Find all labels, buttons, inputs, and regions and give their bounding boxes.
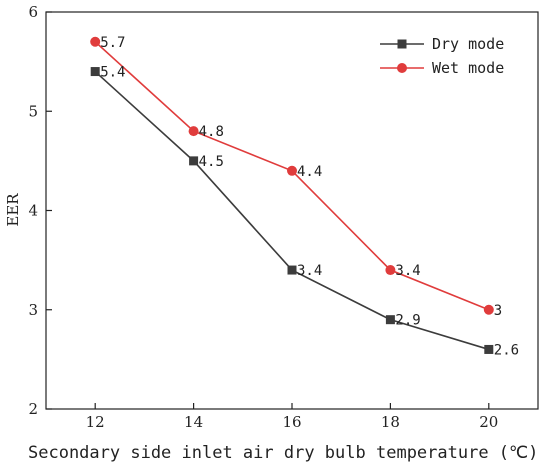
x-tick-label: 12 <box>86 413 105 431</box>
data-label-wet-mode: 3 <box>494 303 502 319</box>
data-label-dry-mode: 2.6 <box>494 342 519 358</box>
y-tick-label: 3 <box>28 301 38 319</box>
marker-dry-mode <box>189 156 199 166</box>
axis-ticks: 12 14 16 18 20 2 3 4 5 6 <box>28 3 498 431</box>
marker-wet-mode <box>287 165 297 176</box>
data-label-dry-mode: 3.4 <box>297 263 322 279</box>
marker-wet-mode <box>483 304 494 315</box>
marker-wet-mode <box>90 36 101 47</box>
marker-wet-mode <box>188 126 199 137</box>
data-label-wet-mode: 5.7 <box>100 35 125 51</box>
data-label-wet-mode: 4.8 <box>199 124 224 140</box>
data-label-dry-mode: 2.9 <box>395 313 420 329</box>
data-label-dry-mode: 4.5 <box>199 154 224 170</box>
legend: Dry mode Wet mode <box>380 35 504 77</box>
legend-label-wet-mode: Wet mode <box>432 59 504 77</box>
legend-marker-wet-mode <box>397 63 407 73</box>
marker-dry-mode <box>385 315 395 325</box>
y-tick-label: 2 <box>28 400 38 418</box>
data-label-wet-mode: 4.4 <box>297 164 322 180</box>
y-axis-title: EER <box>4 193 22 227</box>
x-tick-label: 20 <box>479 413 498 431</box>
marker-dry-mode <box>287 265 297 275</box>
series-lines <box>94 41 490 351</box>
marker-dry-mode <box>484 344 494 354</box>
y-tick-label: 4 <box>28 202 38 220</box>
legend-label-dry-mode: Dry mode <box>432 35 504 53</box>
data-labels: 5.4 4.5 3.4 2.9 2.6 5.7 4.8 4.4 3.4 3 <box>100 35 519 359</box>
x-axis-title: Secondary side inlet air dry bulb temper… <box>28 443 538 463</box>
x-tick-label: 16 <box>282 413 301 431</box>
x-tick-label: 14 <box>184 413 203 431</box>
x-tick-label: 18 <box>381 413 400 431</box>
data-label-dry-mode: 5.4 <box>100 65 125 81</box>
data-label-wet-mode: 3.4 <box>395 263 420 279</box>
legend-marker-dry-mode <box>397 39 407 49</box>
marker-dry-mode <box>90 67 100 77</box>
series-line-dry-mode <box>94 70 490 351</box>
series-markers <box>90 36 494 354</box>
y-tick-label: 6 <box>28 3 38 21</box>
marker-wet-mode <box>385 265 396 276</box>
y-tick-label: 5 <box>28 102 38 120</box>
